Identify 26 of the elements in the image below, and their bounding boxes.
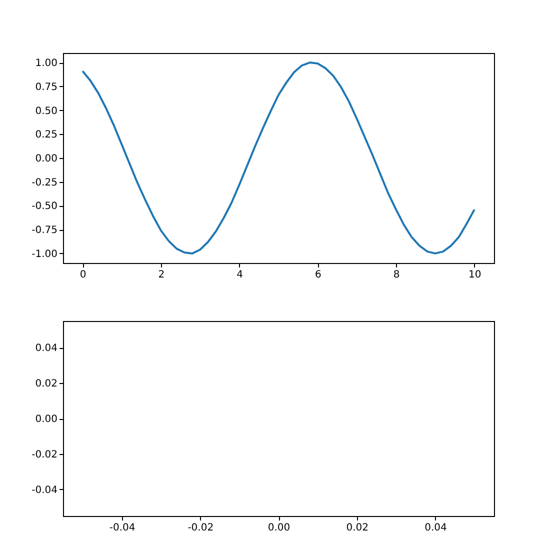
y-tick-label: 0.02 [35, 378, 58, 390]
y-tick-label: 0.25 [35, 130, 58, 141]
x-tick-label: 10 [468, 270, 482, 280]
x-tick-label: 0 [80, 270, 86, 280]
x-tick-label: -0.02 [188, 522, 214, 534]
y-tick-label: -0.02 [32, 449, 58, 460]
y-tick-label: -0.25 [32, 177, 58, 188]
y-tick-label: 0.00 [35, 414, 58, 425]
y-tick-label: -1.00 [32, 248, 58, 260]
y-tick-label: 0.00 [35, 154, 58, 164]
y-tick-label: 0.75 [35, 82, 58, 93]
x-tick-label: 0.02 [346, 522, 368, 534]
x-tick-label: -0.04 [109, 522, 136, 534]
y-tick-label: -0.04 [32, 484, 58, 496]
line-series [82, 62, 476, 254]
y-tick-label: 0.50 [35, 106, 58, 117]
y-tick-label: 0.04 [35, 343, 58, 354]
y-tick-label: 1.00 [35, 58, 58, 70]
x-tick-label: 6 [314, 270, 322, 280]
x-tick-label: 0.04 [424, 522, 447, 534]
y-tick-label: -0.50 [32, 201, 58, 212]
x-tick-label: 0.00 [268, 522, 290, 534]
x-tick-label: 4 [236, 270, 244, 280]
x-tick-label: 2 [158, 270, 165, 280]
y-tick-label: -0.75 [32, 225, 58, 236]
x-tick-label: 8 [393, 270, 400, 280]
